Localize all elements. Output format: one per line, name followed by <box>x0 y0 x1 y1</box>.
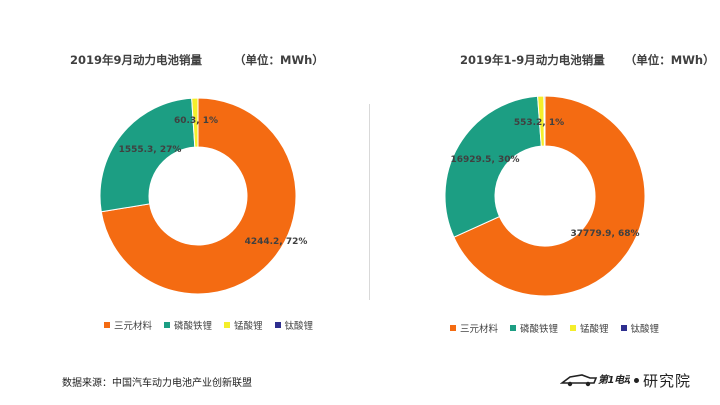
legend-label: 钛酸锂 <box>284 321 314 332</box>
legend-item-ternary: 三元材料 <box>104 318 152 332</box>
legend: 三元材料 磷酸铁锂 锰酸锂 钛酸锂 <box>450 321 659 335</box>
legend-label: 三元材料 <box>460 324 499 335</box>
legend-swatch <box>104 322 110 328</box>
data-label-0: 37779.9, 68% <box>570 229 639 239</box>
legend-label: 锰酸锂 <box>580 324 609 335</box>
data-label-2: 60.3, 1% <box>174 116 218 126</box>
legend-item-lmo: 锰酸锂 <box>570 321 609 335</box>
legend-item-ternary: 三元材料 <box>450 321 498 335</box>
data-label-0: 4244.2, 72% <box>245 237 308 247</box>
legend-label: 磷酸铁锂 <box>174 321 213 332</box>
legend-item-lmo: 锰酸锂 <box>224 318 263 332</box>
legend-label: 磷酸铁锂 <box>520 324 559 335</box>
donut-chart: 37779.9, 68% 16929.5, 30% 553.2, 1% <box>444 95 646 297</box>
legend-swatch <box>224 322 231 328</box>
donut-slice-2 <box>191 97 199 148</box>
brand-logo: 第1电动 研究院 <box>559 370 692 391</box>
legend: 三元材料 磷酸铁锂 锰酸锂 钛酸锂 <box>104 318 313 332</box>
legend-label: 钛酸锂 <box>630 324 660 335</box>
chart-panel-jan-sep: 2019年1-9月动力电池销量 （单位：MWh） 37779.9, 68% 169… <box>360 0 720 360</box>
chart-title: 2019年9月动力电池销量 （单位：MWh） <box>70 53 324 67</box>
legend-label: 锰酸锂 <box>234 321 263 332</box>
data-label-1: 16929.5, 30% <box>450 155 519 165</box>
legend-swatch <box>164 322 171 328</box>
car-logo-icon: 第1电动 <box>559 374 636 387</box>
chart-title: 2019年1-9月动力电池销量 （单位：MWh） <box>460 53 715 67</box>
donut-slice-3 <box>543 95 546 147</box>
data-source-note: 数据来源：中国汽车动力电池产业创新联盟 <box>62 378 252 389</box>
legend-item-lto: 钛酸锂 <box>620 321 660 335</box>
donut-chart: 4244.2, 72% 1555.3, 27% 60.3, 1% <box>99 97 308 295</box>
donut-slice-1 <box>99 97 196 213</box>
legend-item-lfp: 磷酸铁锂 <box>164 318 212 332</box>
donut-slice-1 <box>444 95 542 238</box>
data-label-1: 1555.3, 27% <box>119 145 182 155</box>
logo-text: 研究院 <box>643 372 692 390</box>
donut-slice-0 <box>100 97 297 295</box>
legend-swatch <box>510 325 517 331</box>
donut-slice-0 <box>453 95 646 297</box>
legend-swatch <box>620 325 627 331</box>
chart-panel-september: 2019年9月动力电池销量 （单位：MWh） 4244.2, 72% 1555.3… <box>0 0 360 360</box>
logo-separator-dot <box>634 378 639 383</box>
panel-divider <box>369 104 370 300</box>
legend-item-lfp: 磷酸铁锂 <box>510 321 558 335</box>
logo-brand-mark: 第1电动 <box>559 370 636 391</box>
legend-swatch <box>274 322 281 328</box>
legend-label: 三元材料 <box>114 321 153 332</box>
legend-item-lto: 钛酸锂 <box>274 318 314 332</box>
logo-brand-text: 第1电动 <box>598 374 630 386</box>
legend-swatch <box>570 325 577 331</box>
data-label-2: 553.2, 1% <box>514 118 564 128</box>
legend-swatch <box>450 325 456 331</box>
